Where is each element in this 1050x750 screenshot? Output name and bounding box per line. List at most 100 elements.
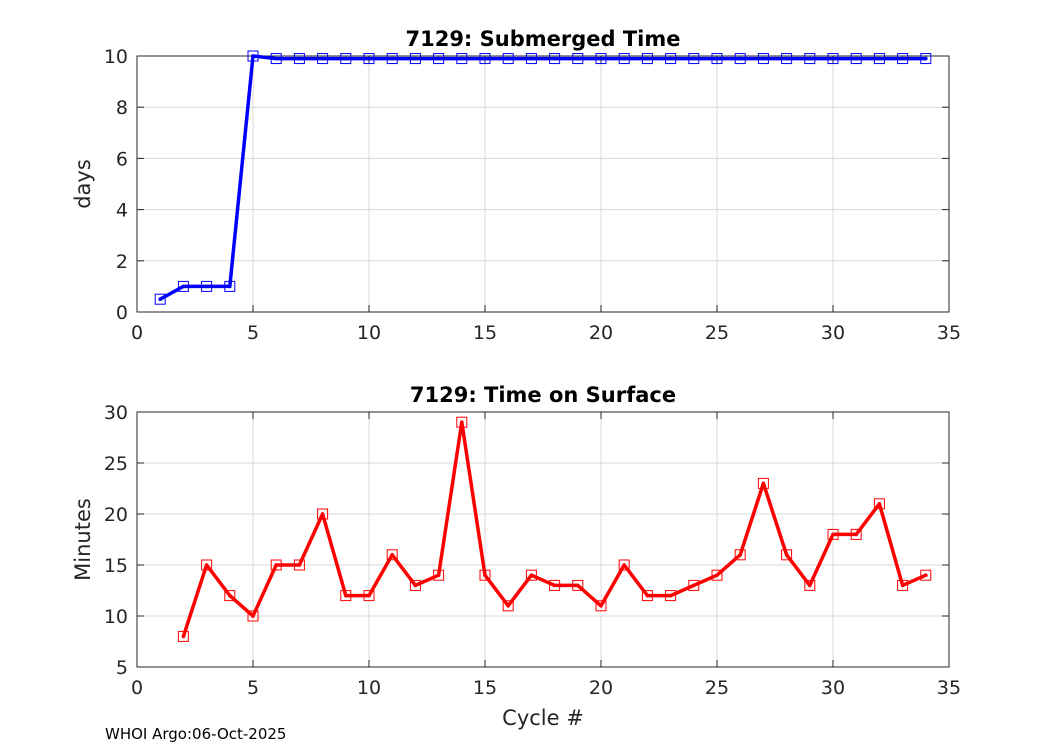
data-point-dot (228, 593, 232, 598)
plot-area (137, 56, 949, 312)
x-tick-label: 5 (247, 322, 259, 344)
axes-box (136, 55, 950, 313)
data-point-marker (572, 53, 584, 65)
y-tick-label: 10 (104, 606, 128, 628)
x-tick-label: 0 (131, 677, 143, 699)
data-point-marker (433, 569, 445, 581)
data-point-marker (688, 53, 700, 65)
data-point-dot (367, 56, 371, 61)
data-point-marker (572, 579, 584, 591)
data-point-marker (897, 53, 909, 65)
data-point-marker (317, 508, 329, 520)
data-point-dot (622, 563, 626, 567)
y-tick-label: 25 (104, 453, 128, 475)
data-point-marker (618, 559, 630, 571)
data-point-dot (436, 573, 441, 577)
y-tick-label: 4 (116, 200, 128, 222)
chart-title: 7129: Submerged Time (405, 27, 680, 51)
x-tick-label: 20 (589, 322, 613, 344)
data-point-dot (204, 284, 209, 289)
data-point-dot (390, 553, 395, 557)
data-point-marker (688, 579, 700, 591)
data-point-marker (409, 53, 421, 65)
data-point-dot (645, 56, 650, 61)
data-point-marker (201, 559, 213, 571)
data-point-dot (576, 583, 580, 588)
y-tick-label: 2 (116, 251, 128, 273)
data-point-marker (897, 579, 909, 591)
data-point-marker (920, 569, 932, 581)
x-tick-label: 10 (357, 322, 381, 344)
y-tick-label: 0 (116, 302, 128, 324)
data-point-marker (479, 569, 491, 581)
y-tick-label: 5 (116, 657, 128, 679)
data-point-dot (390, 56, 395, 61)
data-point-dot (529, 573, 534, 577)
data-point-marker (154, 293, 166, 305)
data-point-dot (483, 573, 487, 577)
data-point-marker (827, 53, 839, 65)
data-point-marker (734, 549, 746, 561)
data-point-dot (251, 54, 255, 58)
data-point-dot (204, 563, 209, 567)
data-point-dot (529, 56, 534, 61)
data-point-marker (734, 53, 746, 65)
data-point-dot (668, 593, 673, 598)
x-tick-label: 20 (589, 677, 613, 699)
x-tick-label: 10 (357, 677, 381, 699)
data-point-dot (692, 583, 696, 588)
data-point-dot (877, 56, 882, 61)
data-point-marker (873, 498, 885, 510)
data-point-dot (552, 583, 557, 588)
data-point-dot (367, 593, 371, 598)
data-point-marker (386, 549, 398, 561)
data-point-dot (715, 56, 719, 61)
axes-box (136, 411, 950, 668)
data-point-marker (340, 53, 352, 65)
y-tick-label: 6 (116, 148, 128, 170)
data-point-dot (344, 593, 348, 598)
data-point-dot (297, 563, 302, 567)
x-tick-label: 30 (821, 322, 845, 344)
x-tick-label: 0 (131, 322, 143, 344)
data-point-dot (808, 583, 812, 588)
data-point-marker (618, 53, 630, 65)
x-tick-label: 25 (705, 677, 729, 699)
x-axis-label: Cycle # (502, 706, 584, 730)
data-point-marker (781, 53, 793, 65)
data-point-dot (784, 56, 789, 61)
data-point-dot (599, 56, 603, 61)
data-point-dot (924, 56, 928, 61)
data-point-marker (409, 579, 421, 591)
data-point-marker (827, 528, 839, 540)
footer-credit: WHOI Argo:06-Oct-2025 (105, 725, 287, 743)
data-point-marker (804, 53, 816, 65)
data-point-marker (850, 53, 862, 65)
data-point-marker (293, 559, 305, 571)
data-point-dot (831, 56, 835, 61)
data-point-marker (920, 53, 932, 65)
data-point-marker (804, 579, 816, 591)
x-tick-label: 35 (937, 322, 961, 344)
x-tick-label: 25 (705, 322, 729, 344)
y-tick-label: 30 (104, 402, 128, 424)
data-point-marker (781, 549, 793, 561)
data-point-dot (900, 583, 905, 588)
data-point-marker (340, 590, 352, 602)
x-tick-label: 5 (247, 677, 259, 699)
data-point-marker (433, 53, 445, 65)
data-point-dot (320, 56, 325, 61)
data-point-marker (363, 53, 375, 65)
y-tick-label: 8 (116, 97, 128, 119)
data-point-marker (456, 416, 468, 428)
data-point-marker (665, 590, 677, 602)
data-point-dot (831, 532, 835, 537)
data-point-dot (413, 56, 418, 61)
data-point-dot (761, 481, 766, 486)
data-point-marker (711, 569, 723, 581)
y-tick-label: 20 (104, 504, 128, 526)
data-point-marker (177, 280, 189, 292)
data-point-dot (761, 56, 766, 61)
data-point-marker (757, 477, 769, 489)
